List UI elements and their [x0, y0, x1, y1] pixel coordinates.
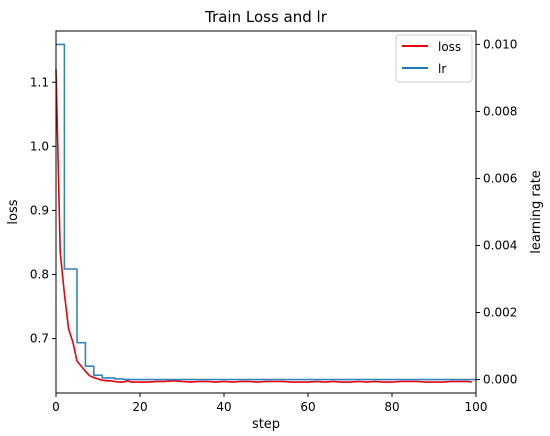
y-left-tick-label: 1.1 [30, 75, 49, 89]
x-tick-label: 80 [384, 400, 399, 414]
series-line-loss [55, 69, 472, 383]
x-axis-label: step [252, 417, 280, 432]
legend-label-loss: loss [438, 40, 461, 54]
y-left-tick-label: 0.9 [30, 203, 49, 217]
y-right-tick-label: 0.000 [483, 373, 517, 387]
x-tick-label: 60 [300, 400, 315, 414]
series-layer [55, 43, 476, 383]
plot-area [55, 30, 477, 394]
y-left-tick-label: 0.7 [30, 332, 49, 346]
y-axis-left: 0.7 0.8 0.9 1.0 1.1 [30, 75, 56, 346]
x-tick-label: 40 [216, 400, 231, 414]
y-axis-right: 0.000 0.002 0.004 0.006 0.008 0.010 [476, 37, 517, 387]
x-tick-label: 20 [132, 400, 147, 414]
y-left-tick-label: 0.8 [30, 267, 49, 281]
y-axis-left-label: loss [6, 199, 21, 224]
x-tick-label: 100 [465, 400, 488, 414]
y-axis-right-label: learning rate [529, 170, 544, 254]
x-axis: 0 20 40 60 80 100 [52, 393, 487, 414]
x-tick-label: 0 [52, 400, 60, 414]
y-right-tick-label: 0.002 [483, 306, 517, 320]
series-line-lr [56, 43, 476, 381]
y-right-tick-label: 0.006 [483, 171, 517, 185]
legend-label-lr: lr [438, 62, 446, 76]
chart-title: Train Loss and lr [204, 8, 328, 26]
plot-frame [55, 30, 477, 394]
y-right-tick-label: 0.008 [483, 104, 517, 118]
legend: loss lr [395, 34, 473, 83]
y-right-tick-label: 0.004 [483, 239, 517, 253]
y-left-tick-label: 1.0 [30, 139, 49, 153]
y-right-tick-label: 0.010 [483, 37, 517, 51]
